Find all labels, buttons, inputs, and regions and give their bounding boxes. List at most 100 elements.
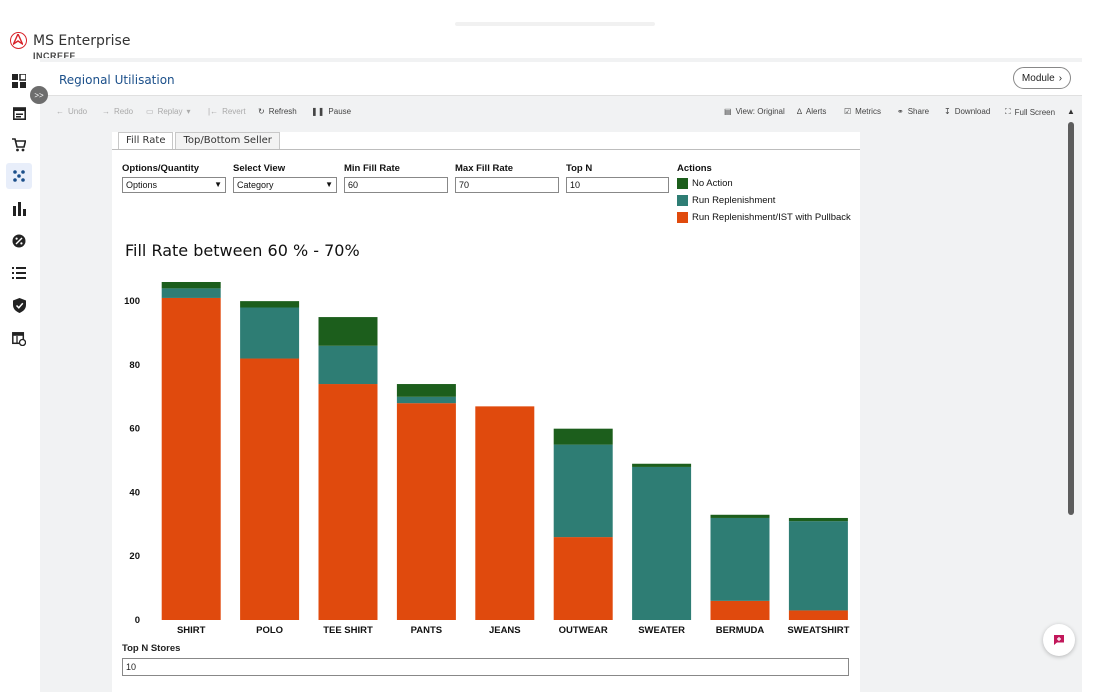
brand: MS Enterprise: [10, 32, 130, 49]
scroll-up-arrow-icon[interactable]: ▲: [1067, 107, 1075, 116]
pause-button[interactable]: ❚❚ Pause: [311, 107, 351, 116]
bar-segment[interactable]: [710, 600, 770, 620]
metrics-label: Metrics: [855, 107, 881, 116]
bar-chart-icon[interactable]: [10, 200, 28, 218]
legend-item-no-action[interactable]: No Action: [677, 178, 733, 189]
pause-icon: ❚❚: [311, 107, 325, 116]
refresh-icon: ↻: [258, 107, 265, 116]
undo-button[interactable]: ← Undo: [56, 107, 87, 116]
replay-button[interactable]: ▭ Replay ▾: [146, 107, 190, 116]
y-tick-label: 40: [129, 487, 140, 498]
discount-badge-icon[interactable]: [10, 232, 28, 250]
y-tick-label: 20: [129, 551, 140, 562]
bar-segment[interactable]: [788, 521, 848, 611]
legend-item-run-replenishment[interactable]: Run Replenishment: [677, 195, 775, 206]
top-n-stores-input[interactable]: 10: [122, 658, 849, 676]
top-n-input[interactable]: 10: [566, 177, 669, 193]
cart-icon[interactable]: [10, 136, 28, 154]
sidebar: [0, 66, 40, 692]
min-fill-rate-input[interactable]: 60: [344, 177, 448, 193]
bar-segment[interactable]: [553, 537, 613, 620]
bar-segment[interactable]: [240, 301, 300, 308]
x-tick-label: SWEATER: [638, 625, 685, 636]
revert-button[interactable]: |← Revert: [208, 107, 246, 116]
bar-segment[interactable]: [396, 403, 456, 620]
refresh-button[interactable]: ↻ Refresh: [258, 107, 297, 116]
list-icon[interactable]: [10, 264, 28, 282]
full-screen-button[interactable]: ⛶ Full Screen: [1005, 107, 1055, 117]
metrics-icon: ☑: [844, 107, 852, 116]
bar-segment[interactable]: [161, 282, 221, 289]
bar-segment[interactable]: [318, 345, 378, 385]
sidebar-collapse-toggle[interactable]: >>: [30, 86, 48, 104]
bar-segment[interactable]: [318, 384, 378, 620]
y-tick-label: 80: [129, 360, 140, 371]
dashboard-icon[interactable]: [10, 72, 28, 90]
bar-segment[interactable]: [553, 444, 613, 538]
options-quantity-value: Options: [126, 180, 158, 190]
replay-label: Replay: [157, 107, 183, 116]
download-button[interactable]: ↧ Download: [944, 107, 990, 116]
max-fill-rate-label: Max Fill Rate: [455, 163, 514, 174]
expand-icon: ⛶: [1005, 107, 1011, 116]
bar-segment[interactable]: [632, 463, 692, 467]
options-quantity-label: Options/Quantity: [122, 163, 200, 174]
bar-segment[interactable]: [553, 428, 613, 445]
alerts-button[interactable]: ∆ Alerts: [797, 107, 826, 116]
min-fill-rate-label: Min Fill Rate: [344, 163, 400, 174]
metrics-button[interactable]: ☑ Metrics: [844, 107, 881, 116]
legend-title: Actions: [677, 163, 712, 174]
tab-divider: [112, 149, 860, 150]
view-label: View: Original: [735, 107, 785, 116]
download-label: Download: [954, 107, 991, 116]
y-tick-label: 0: [135, 615, 140, 626]
bar-segment[interactable]: [632, 466, 692, 620]
max-fill-rate-input[interactable]: 70: [455, 177, 559, 193]
legend-label: No Action: [692, 178, 733, 189]
view-original-button[interactable]: ▤ View: Original: [724, 107, 785, 116]
x-tick-label: PANTS: [411, 625, 443, 636]
bar-segment[interactable]: [710, 514, 770, 518]
refresh-label: Refresh: [268, 107, 297, 116]
tab-top-bottom-seller[interactable]: Top/Bottom Seller: [175, 132, 280, 150]
bar-segment[interactable]: [240, 307, 300, 359]
bar-segment[interactable]: [788, 517, 848, 522]
bar-segment[interactable]: [475, 406, 535, 620]
x-tick-label: SHIRT: [177, 625, 206, 636]
bar-segment[interactable]: [318, 317, 378, 346]
calendar-icon[interactable]: [10, 104, 28, 122]
network-icon[interactable]: [6, 163, 32, 189]
chevron-right-icon: ›: [1058, 72, 1063, 84]
shield-check-icon[interactable]: [10, 296, 28, 314]
brand-logo-icon: [10, 32, 27, 49]
module-button[interactable]: Module ›: [1013, 67, 1071, 89]
x-tick-label: JEANS: [489, 625, 521, 636]
redo-button[interactable]: → Redo: [102, 107, 133, 116]
bar-segment[interactable]: [161, 288, 221, 298]
bar-segment[interactable]: [161, 297, 221, 620]
bar-segment[interactable]: [240, 358, 300, 620]
legend-item-run-replenishment-ist-pullback[interactable]: Run Replenishment/IST with Pullback: [677, 212, 851, 223]
app-name: MS Enterprise: [33, 32, 131, 49]
feedback-chat-button[interactable]: [1043, 624, 1075, 656]
bar-segment[interactable]: [788, 610, 848, 620]
select-view-value: Category: [237, 180, 274, 190]
table-settings-icon[interactable]: [10, 330, 28, 348]
tab-fill-rate[interactable]: Fill Rate: [118, 132, 174, 150]
stacked-bar-chart: 0 20 40 60 80 100 SHIRT POLO TEE SHIRT PANTS JEANS…: [124, 282, 850, 636]
select-view-select[interactable]: Category ▼: [233, 177, 337, 193]
bar-segment[interactable]: [710, 517, 770, 601]
bar-segment[interactable]: [396, 396, 456, 404]
x-tick-label: TEE SHIRT: [323, 625, 373, 636]
full-screen-label: Full Screen: [1014, 107, 1056, 117]
share-icon: ⚭: [897, 107, 904, 116]
bar-segment[interactable]: [396, 384, 456, 397]
vertical-scrollbar-thumb[interactable]: [1068, 122, 1074, 515]
replay-icon: ▭: [146, 107, 154, 116]
x-tick-label: SWEATSHIRT: [787, 625, 849, 636]
caret-down-icon: ▼: [325, 180, 333, 189]
legend-swatch: [677, 195, 688, 206]
options-quantity-select[interactable]: Options ▼: [122, 177, 226, 193]
top-n-label: Top N: [566, 163, 593, 174]
share-button[interactable]: ⚭ Share: [897, 107, 929, 116]
